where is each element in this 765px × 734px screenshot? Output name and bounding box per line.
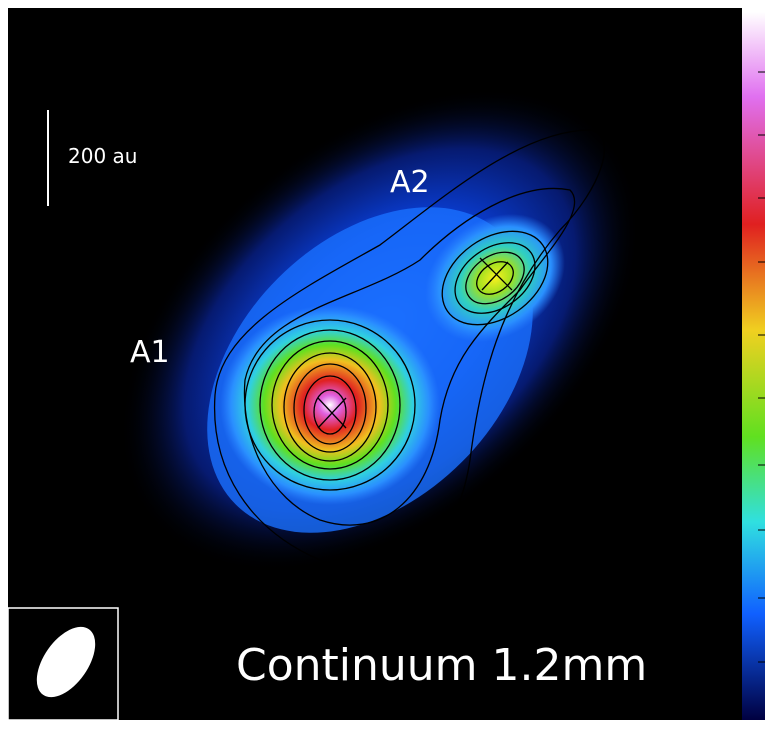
source-label: A1 (130, 335, 170, 370)
caption: Continuum 1.2mm (236, 640, 647, 691)
scale-bar-label: 200 au (68, 144, 137, 168)
source-label: A2 (390, 165, 430, 200)
continuum-map: 200 au A2 A1 Continuum 1.2mm (0, 0, 765, 734)
page: 200 au A2 A1 Continuum 1.2mm (() => { co… (0, 0, 765, 734)
colorbar (742, 12, 765, 720)
source-a1-emission (220, 305, 440, 505)
